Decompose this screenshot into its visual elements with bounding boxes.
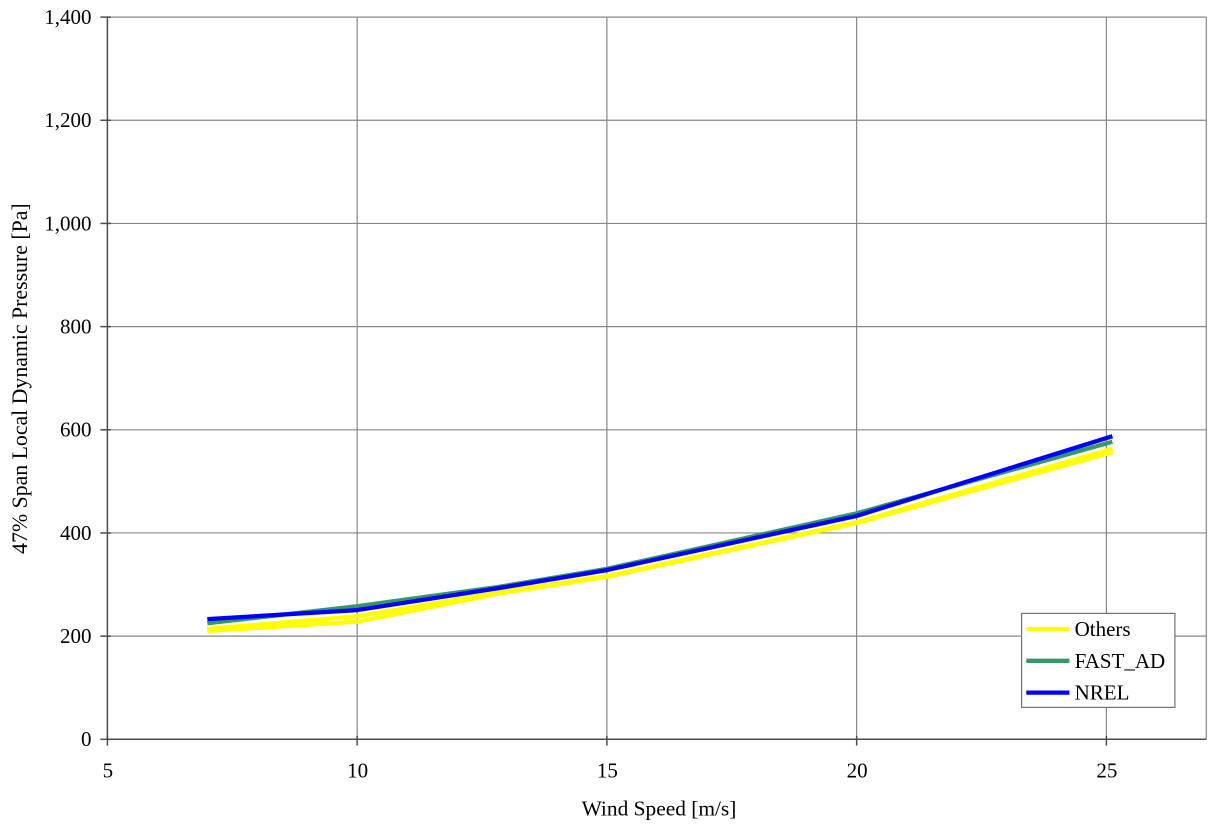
svg-text:1,400: 1,400	[44, 5, 91, 29]
svg-text:400: 400	[60, 521, 92, 545]
svg-text:0: 0	[81, 727, 92, 751]
svg-text:200: 200	[60, 624, 92, 648]
svg-text:800: 800	[60, 315, 92, 339]
svg-text:10: 10	[347, 758, 368, 782]
svg-text:25: 25	[1096, 758, 1117, 782]
svg-text:1,000: 1,000	[44, 211, 91, 235]
svg-text:20: 20	[847, 758, 868, 782]
svg-text:Others: Others	[1075, 617, 1131, 641]
svg-text:15: 15	[597, 758, 618, 782]
svg-text:FAST_AD: FAST_AD	[1075, 649, 1166, 673]
svg-text:NREL: NREL	[1075, 681, 1130, 705]
svg-text:600: 600	[60, 418, 92, 442]
svg-text:1,200: 1,200	[44, 108, 91, 132]
svg-text:5: 5	[103, 758, 114, 782]
svg-text:Wind Speed [m/s]: Wind Speed [m/s]	[582, 797, 737, 821]
svg-text:47% Span Local Dynamic Pressur: 47% Span Local Dynamic Pressure [Pa]	[8, 203, 32, 553]
